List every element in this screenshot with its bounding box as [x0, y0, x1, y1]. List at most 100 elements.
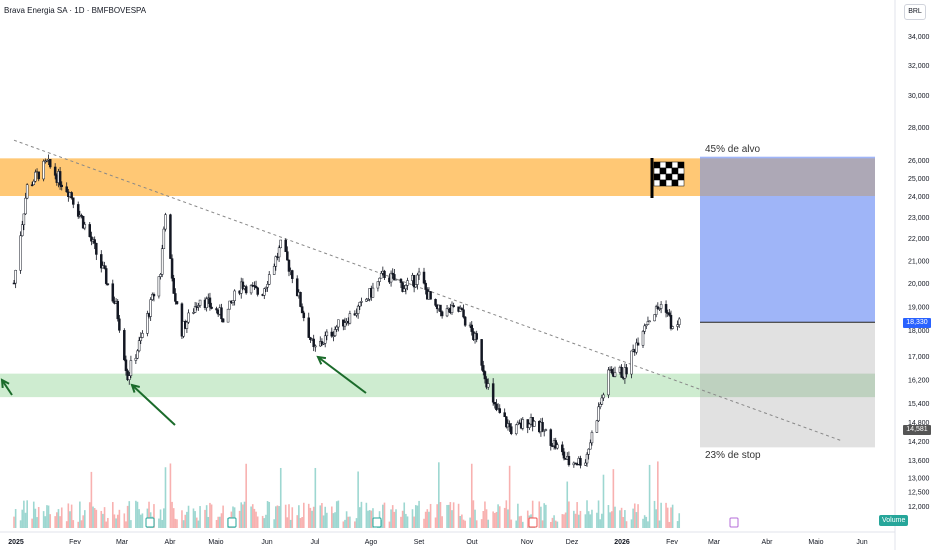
- candle-body: [241, 281, 245, 289]
- candle-body: [595, 420, 599, 433]
- volume-bar: [678, 513, 681, 528]
- x-tick-label: 2026: [614, 539, 630, 546]
- candle-body: [664, 304, 668, 313]
- target-label: 45% de alvo: [705, 144, 761, 155]
- volume-bar: [449, 502, 452, 528]
- volume-badge[interactable]: Volume: [879, 515, 909, 526]
- candle-body: [325, 331, 329, 337]
- volume-bar: [522, 521, 524, 528]
- candle-body: [104, 268, 108, 284]
- candle-body: [561, 444, 564, 453]
- candle-body: [210, 306, 213, 309]
- candle-body: [274, 256, 278, 267]
- candle-body: [470, 324, 474, 332]
- candle-body: [335, 326, 338, 330]
- volume-bar: [32, 501, 35, 528]
- candle-body: [136, 350, 139, 359]
- volume-bar: [607, 505, 610, 528]
- candle-body: [81, 215, 85, 229]
- y-tick-label: 19,000: [908, 305, 930, 312]
- volume-bar: [382, 504, 384, 528]
- x-tick-label: Abr: [762, 539, 774, 546]
- volume-bar: [197, 520, 200, 528]
- candle-body: [195, 306, 199, 308]
- volume-bar: [597, 500, 600, 528]
- volume-bar: [586, 500, 588, 528]
- volume-bar: [495, 511, 498, 528]
- volume-bar: [383, 502, 386, 528]
- volume-bar: [56, 512, 58, 528]
- candle-body: [228, 300, 231, 310]
- candle-body: [299, 292, 302, 307]
- volume-bar: [243, 501, 246, 528]
- candle-body: [567, 456, 571, 466]
- candle-body: [355, 313, 358, 316]
- x-tick-label: Maio: [808, 539, 823, 546]
- volume-bar: [601, 513, 603, 528]
- candle-body: [266, 284, 269, 288]
- volume-bar: [324, 506, 327, 528]
- volume-bar: [388, 521, 391, 528]
- y-tick-label: 23,000: [908, 215, 930, 222]
- volume-bar: [676, 521, 679, 528]
- candle-body: [452, 305, 455, 308]
- flag-square: [671, 173, 679, 181]
- volume-bar: [347, 516, 350, 528]
- volume-bar: [577, 514, 580, 528]
- volume-bar: [296, 515, 299, 528]
- volume-bar: [561, 514, 564, 528]
- volume-bar: [303, 502, 305, 528]
- volume-bar: [88, 502, 91, 528]
- candle-body: [22, 213, 26, 225]
- volume-bar: [591, 509, 593, 528]
- volume-bar: [620, 507, 623, 528]
- volume-bar: [355, 518, 358, 528]
- volume-bar: [365, 502, 368, 528]
- flag-square: [659, 179, 667, 187]
- volume-bar: [34, 508, 37, 528]
- candle-body: [45, 159, 49, 162]
- volume-bar: [411, 509, 414, 528]
- candle-body: [429, 291, 432, 300]
- volume-bar: [205, 505, 208, 528]
- volume-bar: [195, 517, 198, 528]
- y-tick-label: 13,000: [908, 475, 930, 482]
- candle-body: [510, 426, 513, 434]
- currency-button[interactable]: BRL: [904, 4, 926, 20]
- candle-body: [491, 383, 495, 403]
- volume-bar: [26, 500, 28, 528]
- candle-body: [197, 305, 200, 308]
- candle-body: [648, 320, 651, 323]
- volume-bar: [635, 512, 638, 528]
- volume-bar: [657, 461, 659, 528]
- candle-body: [337, 319, 340, 328]
- candle-body: [439, 304, 442, 312]
- candle-body: [495, 403, 498, 410]
- volume-bar: [82, 515, 84, 528]
- volume-bar: [658, 520, 661, 528]
- volume-bar: [116, 514, 119, 528]
- candle-body: [48, 158, 52, 168]
- volume-bar: [589, 514, 592, 528]
- volume-bar: [275, 506, 277, 528]
- candle-body: [58, 171, 62, 186]
- candle-body: [659, 304, 663, 309]
- volume-bar: [584, 514, 587, 528]
- volume-bar: [113, 514, 116, 528]
- candle-body: [129, 360, 133, 376]
- volume-bar: [564, 512, 567, 528]
- volume-bar: [256, 516, 259, 528]
- volume-bar: [637, 504, 639, 528]
- volume-bar: [330, 506, 333, 528]
- candle-body: [646, 321, 650, 325]
- candle-body: [295, 278, 299, 297]
- candle-body: [379, 273, 383, 279]
- volume-bar: [518, 516, 521, 528]
- volume-bar: [403, 502, 406, 528]
- candle-body: [376, 281, 380, 289]
- volume-bar: [171, 501, 173, 528]
- volume-bar: [579, 510, 582, 528]
- volume-bar: [543, 503, 546, 528]
- candle-body: [146, 313, 149, 334]
